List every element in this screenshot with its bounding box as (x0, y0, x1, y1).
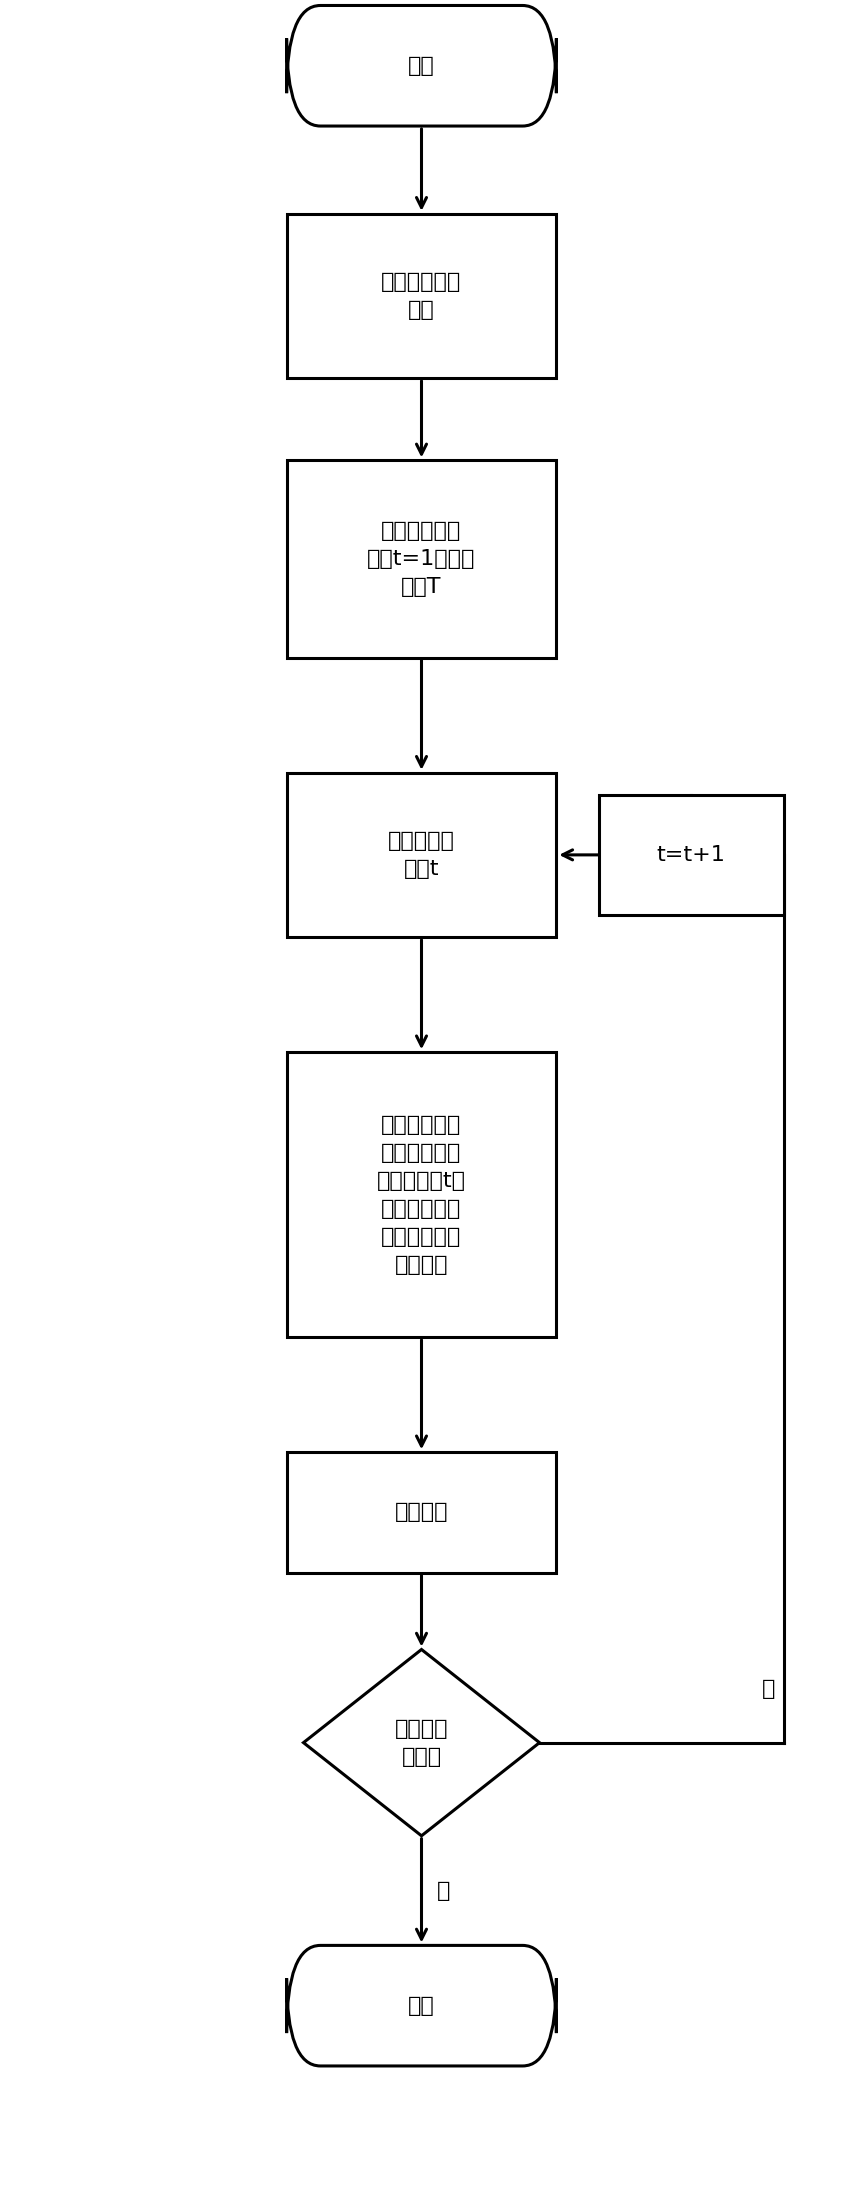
Bar (287, 774, 556, 938)
Text: 确定起点和目
标点: 确定起点和目 标点 (381, 272, 462, 320)
Text: 确定起始时间
窗口t=1和窗口
时长T: 确定起始时间 窗口t=1和窗口 时长T (368, 522, 475, 596)
Bar (599, 794, 784, 916)
Bar (287, 215, 556, 377)
Text: 开始: 开始 (408, 55, 435, 77)
Bar (287, 1453, 556, 1574)
Text: 是: 是 (437, 1881, 450, 1900)
Bar (287, 460, 556, 658)
FancyBboxPatch shape (287, 7, 556, 125)
Text: 结束: 结束 (408, 1995, 435, 2017)
Text: 基于改进型人
工势场法对当
前决策时刻t当
前位置的环境
建立势场和排
斥力势场: 基于改进型人 工势场法对当 前决策时刻t当 前位置的环境 建立势场和排 斥力势场 (377, 1116, 466, 1274)
Text: 否: 否 (762, 1679, 776, 1699)
Bar (287, 1052, 556, 1337)
Polygon shape (303, 1651, 540, 1837)
Text: 是否到达
目标点: 是否到达 目标点 (395, 1719, 448, 1767)
Text: 决策时间窗
口：t: 决策时间窗 口：t (388, 831, 455, 879)
Text: 速度控制: 速度控制 (395, 1502, 448, 1523)
Text: t=t+1: t=t+1 (657, 844, 726, 866)
FancyBboxPatch shape (287, 1946, 556, 2065)
